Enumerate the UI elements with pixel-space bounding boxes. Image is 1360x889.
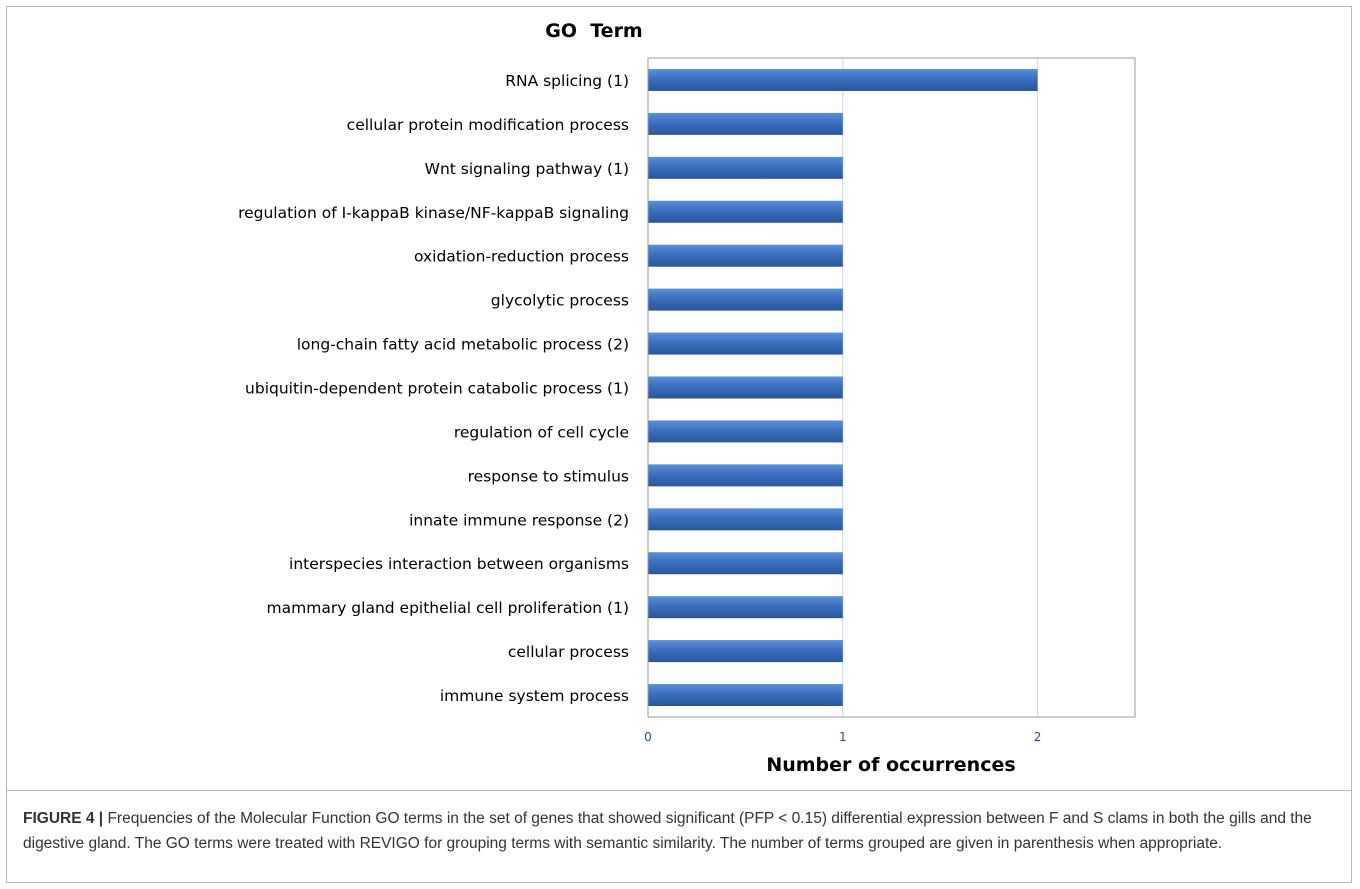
bar <box>648 112 843 135</box>
bar-chart: GO Term RNA splicing (1) cellular protein… <box>238 20 1136 776</box>
category-label: mammary gland epithelial cell proliferat… <box>267 599 629 617</box>
bar <box>648 420 843 443</box>
bar <box>648 464 843 487</box>
category-label: immune system process <box>440 687 629 705</box>
x-tick-label: 0 <box>644 730 652 744</box>
bar <box>648 68 1038 91</box>
bar <box>648 596 843 619</box>
category-label: cellular protein modification process <box>347 116 629 134</box>
bar <box>648 332 843 355</box>
bar <box>648 244 843 267</box>
caption-divider <box>6 790 1352 791</box>
grid-lines <box>842 58 1039 717</box>
category-label: Wnt signaling pathway (1) <box>425 160 629 178</box>
category-label: ubiquitin-dependent protein catabolic pr… <box>245 380 629 398</box>
chart-title: GO Term <box>545 20 642 42</box>
category-label: long-chain fatty acid metabolic process … <box>297 336 629 354</box>
bar <box>648 156 843 179</box>
caption-text: Frequencies of the Molecular Function GO… <box>23 810 1312 852</box>
category-label: oxidation-reduction process <box>414 248 629 266</box>
category-label: innate immune response (2) <box>409 511 629 529</box>
plot-area-border <box>647 57 1136 718</box>
category-label: interspecies interaction between organis… <box>289 555 629 573</box>
caption-label: FIGURE 4 | <box>23 810 104 827</box>
x-axis-label: Number of occurrences <box>766 754 1015 776</box>
category-labels: RNA splicing (1) cellular protein modific… <box>238 72 629 705</box>
bar <box>648 552 843 575</box>
x-tick-label: 1 <box>839 730 847 744</box>
bar <box>648 640 843 663</box>
bar <box>648 200 843 223</box>
category-label: RNA splicing (1) <box>505 72 629 90</box>
bar <box>648 376 843 399</box>
bar <box>648 508 843 531</box>
bar <box>648 684 843 707</box>
bars <box>648 68 1038 707</box>
figure-frame <box>6 6 1352 883</box>
figure-caption: FIGURE 4 | Frequencies of the Molecular … <box>23 806 1341 856</box>
bar <box>648 288 843 311</box>
category-label: regulation of cell cycle <box>454 423 629 441</box>
x-axis-ticks: 0 1 2 <box>644 730 1041 744</box>
category-label: response to stimulus <box>468 467 629 485</box>
category-label: regulation of I-kappaB kinase/NF-kappaB … <box>238 204 629 222</box>
category-label: glycolytic process <box>491 292 629 310</box>
category-label: cellular process <box>508 643 629 661</box>
x-tick-label: 2 <box>1034 730 1042 744</box>
